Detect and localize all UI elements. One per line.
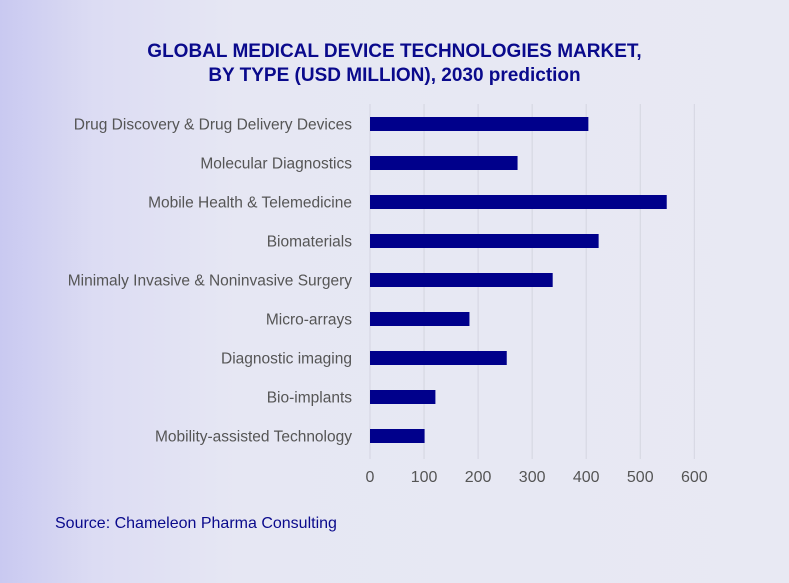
category-label: Biomaterials <box>267 234 353 251</box>
bar <box>370 429 425 443</box>
category-label: Mobility-assisted Technology <box>155 429 352 446</box>
category-label: Minimaly Invasive & Noninvasive Surgery <box>68 273 353 290</box>
category-label: Mobile Health & Telemedicine <box>148 195 352 212</box>
bar <box>370 312 470 326</box>
title-line-1: GLOBAL MEDICAL DEVICE TECHNOLOGIES MARKE… <box>147 41 642 62</box>
category-label: Drug Discovery & Drug Delivery Devices <box>74 117 352 134</box>
x-tick-label: 100 <box>411 469 438 486</box>
x-tick-label: 300 <box>519 469 546 486</box>
x-tick-label: 0 <box>366 469 375 486</box>
bar <box>370 117 589 131</box>
bar <box>370 156 518 170</box>
bar <box>370 351 507 365</box>
category-label: Micro-arrays <box>266 312 352 329</box>
bar <box>370 195 667 209</box>
bar <box>370 390 436 404</box>
category-label: Diagnostic imaging <box>221 351 352 368</box>
x-tick-label: 600 <box>681 469 708 486</box>
source-note: Source: Chameleon Pharma Consulting <box>55 515 337 532</box>
x-tick-label: 500 <box>627 469 654 486</box>
title-line-2: BY TYPE (USD MILLION), 2030 prediction <box>208 65 581 86</box>
x-tick-label: 400 <box>573 469 600 486</box>
bar <box>370 234 599 248</box>
category-label: Bio-implants <box>267 390 353 407</box>
category-label: Molecular Diagnostics <box>200 156 352 173</box>
x-tick-label: 200 <box>465 469 492 486</box>
chart-title: GLOBAL MEDICAL DEVICE TECHNOLOGIES MARKE… <box>0 40 789 88</box>
bar <box>370 273 553 287</box>
